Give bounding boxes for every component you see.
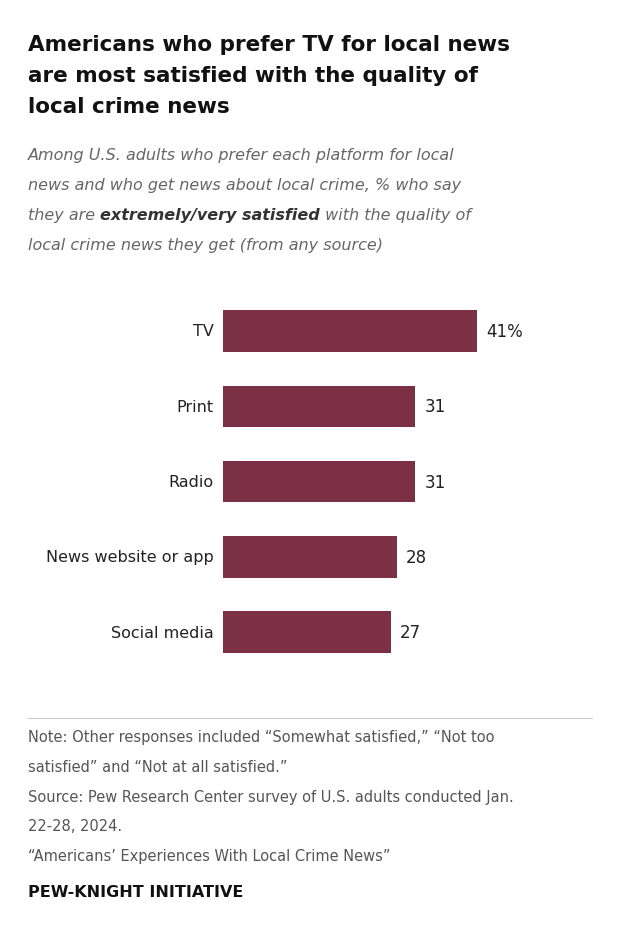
Text: Radio: Radio [169, 475, 214, 489]
Text: PEW-KNIGHT INITIATIVE: PEW-KNIGHT INITIATIVE [28, 884, 243, 899]
Text: Social media: Social media [111, 625, 214, 640]
Text: “Americans’ Experiences With Local Crime News”: “Americans’ Experiences With Local Crime… [28, 848, 391, 863]
Text: extremely/very satisfied: extremely/very satisfied [100, 208, 320, 222]
Text: satisfied” and “Not at all satisfied.”: satisfied” and “Not at all satisfied.” [28, 759, 288, 774]
Bar [223, 387, 415, 427]
Text: News website or app: News website or app [46, 550, 214, 565]
Bar [223, 462, 415, 502]
Text: are most satisfied with the quality of: are most satisfied with the quality of [28, 66, 478, 86]
Text: Americans who prefer TV for local news: Americans who prefer TV for local news [28, 35, 510, 56]
Bar [223, 311, 477, 352]
Text: Note: Other responses included “Somewhat satisfied,” “Not too: Note: Other responses included “Somewhat… [28, 730, 494, 744]
Text: with the quality of: with the quality of [320, 208, 471, 222]
Bar [223, 537, 397, 578]
Text: they are: they are [28, 208, 100, 222]
Text: 31: 31 [425, 398, 446, 416]
Text: local crime news they get (from any source): local crime news they get (from any sour… [28, 237, 383, 252]
Text: 31: 31 [425, 473, 446, 491]
Text: 28: 28 [406, 548, 427, 566]
Text: Among U.S. adults who prefer each platform for local: Among U.S. adults who prefer each platfo… [28, 148, 454, 163]
Text: 41%: 41% [487, 323, 523, 340]
Text: Source: Pew Research Center survey of U.S. adults conducted Jan.: Source: Pew Research Center survey of U.… [28, 789, 513, 804]
Text: TV: TV [193, 324, 214, 339]
Text: 27: 27 [400, 624, 421, 641]
Text: Print: Print [177, 400, 214, 414]
Text: news and who get news about local crime, % who say: news and who get news about local crime,… [28, 178, 461, 193]
Bar [223, 612, 391, 654]
Text: 22-28, 2024.: 22-28, 2024. [28, 819, 122, 833]
Text: local crime news: local crime news [28, 96, 229, 117]
